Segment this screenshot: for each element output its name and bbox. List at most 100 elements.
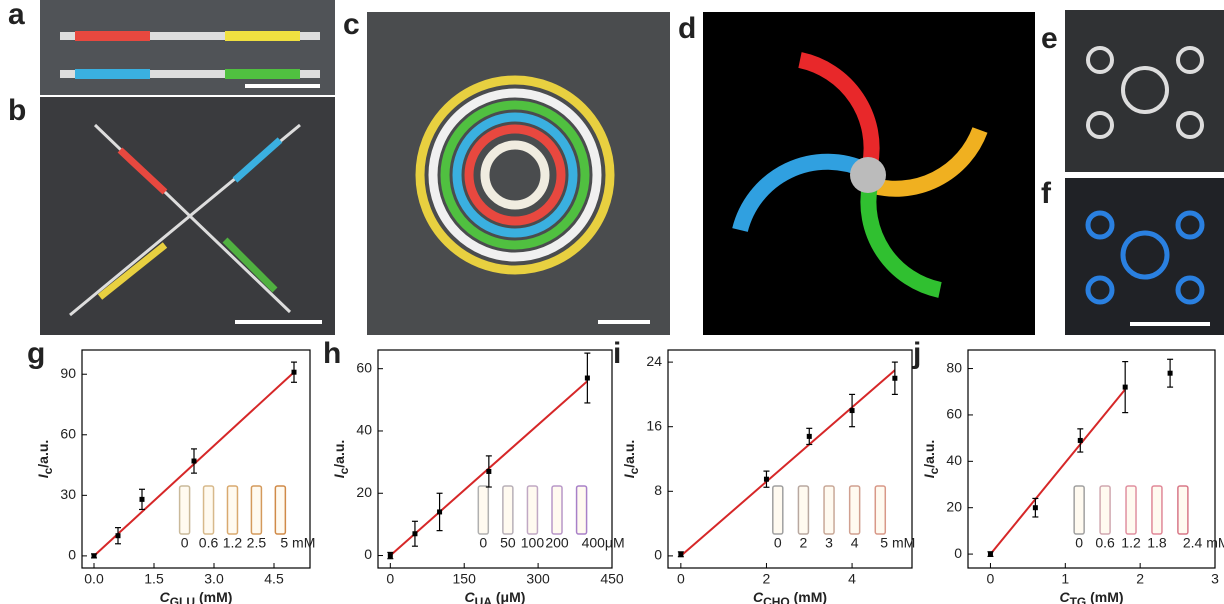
strip <box>225 69 300 79</box>
inset-label: 3 <box>825 535 833 551</box>
tube <box>275 486 285 534</box>
inset-label: 2.4 mM <box>1183 535 1224 551</box>
inset-label: 2.5 <box>247 535 267 551</box>
x-tick-label: 4.5 <box>264 571 284 587</box>
axis-label: CCHO (mM) <box>753 589 827 604</box>
inset-label: 1.2 <box>223 535 243 551</box>
inset-label: 4 <box>851 535 859 551</box>
fit-line <box>681 370 895 556</box>
inset-label: 2 <box>800 535 808 551</box>
y-tick-label: 60 <box>356 359 372 375</box>
tube <box>204 486 214 534</box>
axis-label: Ic/a.u. <box>921 440 941 479</box>
y-tick-label: 0 <box>654 547 662 563</box>
photo-f <box>1065 178 1224 335</box>
point <box>192 459 197 464</box>
label-rest: /a.u. <box>921 440 937 468</box>
x-tick-label: 1.5 <box>144 571 164 587</box>
point <box>1078 438 1083 443</box>
panel-label: d <box>678 12 696 45</box>
tube <box>180 486 190 534</box>
x-tick-label: 0.0 <box>84 571 104 587</box>
tube <box>875 486 885 534</box>
inset-label: 100 <box>521 535 545 551</box>
point <box>678 552 683 557</box>
label-sub: GLU <box>170 595 195 604</box>
label-rest: /a.u. <box>621 440 637 468</box>
inset-label: 0.6 <box>1095 535 1115 551</box>
point <box>850 408 855 413</box>
panel-label: a <box>8 0 25 31</box>
strip <box>225 31 300 41</box>
tube <box>478 486 488 534</box>
axis-label: Ic/a.u. <box>331 440 351 479</box>
tube <box>850 486 860 534</box>
tube <box>824 486 834 534</box>
tube <box>1178 486 1188 534</box>
inset-label: 5 mM <box>280 535 315 551</box>
axis-label: Ic/a.u. <box>621 440 641 479</box>
label-rest: (mM) <box>195 589 232 604</box>
inset-label: 0 <box>181 535 189 551</box>
axis-label: CGLU (mM) <box>160 589 233 604</box>
x-tick-label: 0 <box>987 571 995 587</box>
point <box>1033 505 1038 510</box>
x-tick-label: 0 <box>677 571 685 587</box>
y-tick-label: 0 <box>68 547 76 563</box>
strip <box>75 69 150 79</box>
point <box>892 376 897 381</box>
panel-label: i <box>613 337 621 370</box>
x-tick-label: 150 <box>453 571 477 587</box>
label-rest: /a.u. <box>331 440 347 468</box>
label-rest: (mM) <box>1086 589 1123 604</box>
point <box>437 509 442 514</box>
panel-label: b <box>8 94 26 127</box>
y-tick-label: 90 <box>60 365 76 381</box>
tube <box>527 486 537 534</box>
y-tick-label: 0 <box>954 545 962 561</box>
x-tick-label: 3.0 <box>204 571 224 587</box>
photo-c <box>367 12 670 335</box>
x-tick-label: 2 <box>1136 571 1144 587</box>
x-tick-label: 3 <box>1211 571 1219 587</box>
inset-label: 400μM <box>582 535 625 551</box>
tube <box>1100 486 1110 534</box>
hub <box>850 157 886 193</box>
photo-a <box>40 0 335 95</box>
x-tick-label: 1 <box>1061 571 1069 587</box>
label-rest: /a.u. <box>35 440 51 468</box>
tube <box>1126 486 1136 534</box>
label-rest: (mM) <box>790 589 827 604</box>
x-tick-label: 2 <box>763 571 771 587</box>
label-sub: UA <box>475 595 493 604</box>
y-tick-label: 60 <box>946 406 962 422</box>
point <box>388 553 393 558</box>
inset-label: 5 mM <box>880 535 915 551</box>
figure: a b c d e f g0.01.53.04.50306090CGLU (mM… <box>0 0 1224 604</box>
axis-label: CTG (mM) <box>1059 589 1123 604</box>
point <box>1123 385 1128 390</box>
point <box>412 531 417 536</box>
strip <box>75 31 150 41</box>
y-tick-label: 40 <box>356 422 372 438</box>
x-tick-label: 4 <box>848 571 856 587</box>
y-tick-label: 40 <box>946 452 962 468</box>
axis-label: Ic/a.u. <box>35 440 55 479</box>
inset-label: 1.8 <box>1147 535 1167 551</box>
point <box>116 533 121 538</box>
point <box>140 497 145 502</box>
point <box>1168 371 1173 376</box>
inset-label: 0 <box>1075 535 1083 551</box>
tube <box>798 486 808 534</box>
y-tick-label: 24 <box>646 353 662 369</box>
panel-label: h <box>323 337 341 370</box>
panel-label: c <box>343 8 360 41</box>
label-sub: CHO <box>763 595 790 604</box>
panel-label: j <box>912 337 921 370</box>
y-tick-label: 60 <box>60 425 76 441</box>
y-tick-label: 16 <box>646 417 662 433</box>
y-tick-label: 20 <box>946 498 962 514</box>
point <box>92 553 97 558</box>
inset-label: 1.2 <box>1121 535 1141 551</box>
tube <box>503 486 513 534</box>
